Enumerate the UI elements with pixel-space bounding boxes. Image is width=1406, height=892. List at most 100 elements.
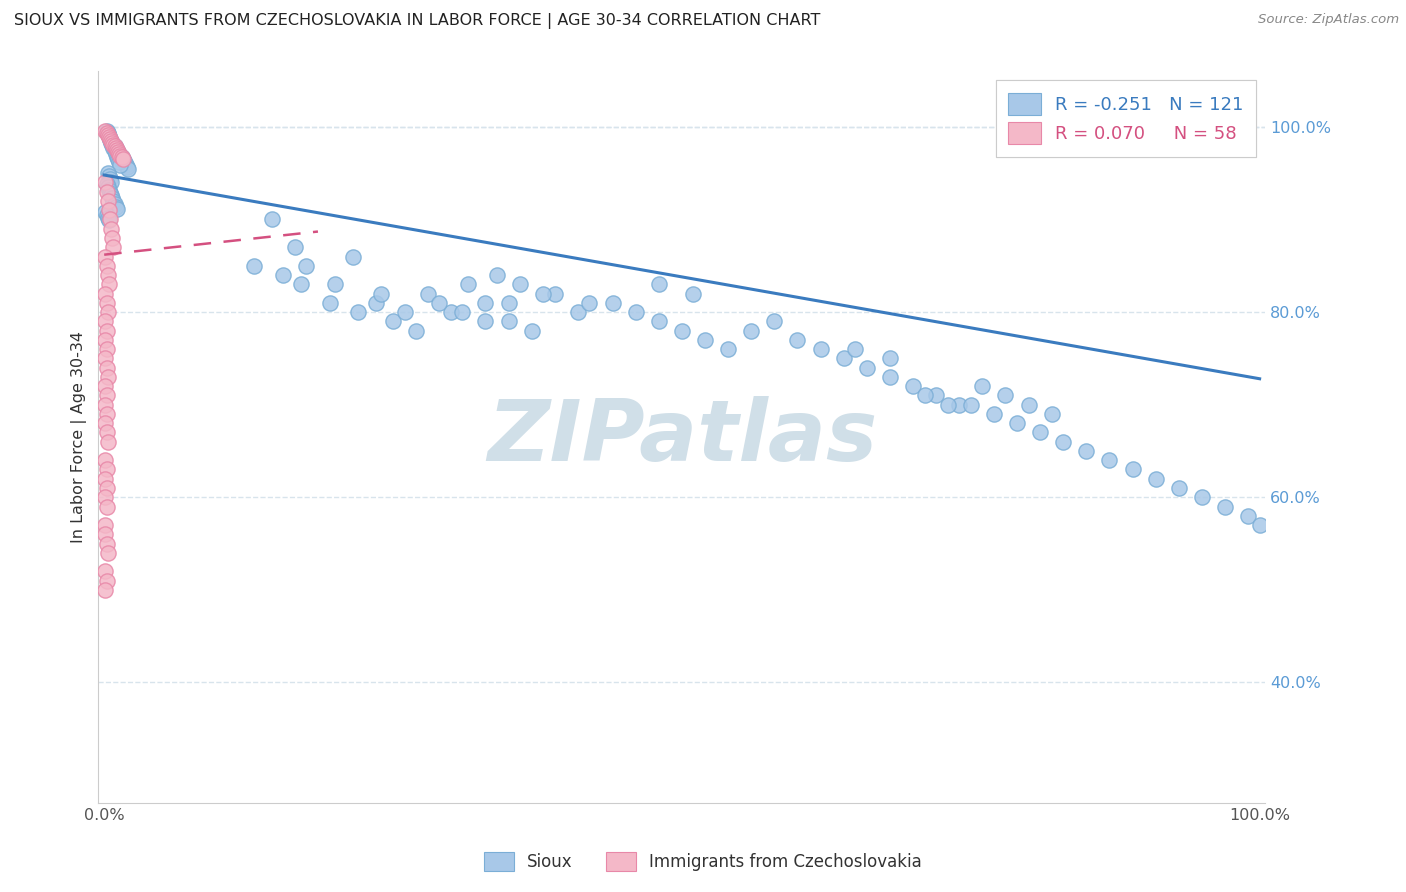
Point xyxy=(1237,508,1260,523)
Point xyxy=(364,295,387,310)
Point xyxy=(110,148,132,162)
Point xyxy=(994,388,1017,402)
Point xyxy=(1144,472,1167,486)
Point xyxy=(394,305,416,319)
Point xyxy=(578,295,600,310)
Point xyxy=(100,188,122,202)
Point xyxy=(105,143,128,157)
Point xyxy=(94,379,117,393)
Point xyxy=(97,370,120,384)
Text: ZIPatlas: ZIPatlas xyxy=(486,395,877,479)
Point xyxy=(97,203,120,218)
Point xyxy=(104,196,127,211)
Point xyxy=(1005,416,1028,430)
Point xyxy=(115,158,138,172)
Point xyxy=(104,139,127,153)
Point xyxy=(94,472,117,486)
Point xyxy=(693,333,716,347)
Point xyxy=(97,130,120,145)
Point xyxy=(451,305,474,319)
Point xyxy=(97,129,120,144)
Point xyxy=(498,314,520,328)
Point xyxy=(97,128,120,142)
Point xyxy=(925,388,948,402)
Point xyxy=(520,324,543,338)
Point xyxy=(914,388,936,402)
Point xyxy=(117,161,139,176)
Point xyxy=(936,398,959,412)
Point xyxy=(94,398,117,412)
Point xyxy=(347,305,370,319)
Point xyxy=(94,314,117,328)
Point xyxy=(101,136,124,150)
Legend: R = -0.251   N = 121, R = 0.070     N = 58: R = -0.251 N = 121, R = 0.070 N = 58 xyxy=(995,80,1257,157)
Point xyxy=(103,137,125,152)
Point xyxy=(97,166,120,180)
Point xyxy=(96,178,118,192)
Point xyxy=(96,500,118,514)
Point xyxy=(98,212,121,227)
Point xyxy=(108,146,131,161)
Point xyxy=(486,268,509,282)
Point xyxy=(1213,500,1236,514)
Point xyxy=(457,277,479,292)
Point xyxy=(94,416,117,430)
Point xyxy=(972,379,994,393)
Point xyxy=(97,180,120,194)
Point xyxy=(103,240,125,254)
Point xyxy=(96,259,118,273)
Point xyxy=(97,194,120,208)
Point xyxy=(105,202,128,217)
Point xyxy=(100,175,122,189)
Point xyxy=(98,132,121,146)
Point xyxy=(108,146,131,161)
Point xyxy=(97,277,120,292)
Point xyxy=(567,305,589,319)
Point xyxy=(96,462,118,476)
Point xyxy=(671,324,693,338)
Point xyxy=(97,169,120,183)
Point xyxy=(1249,518,1271,533)
Point xyxy=(104,144,127,158)
Point xyxy=(97,305,120,319)
Point xyxy=(104,146,127,161)
Point xyxy=(96,574,118,588)
Point xyxy=(97,268,120,282)
Point xyxy=(94,518,117,533)
Point xyxy=(405,324,427,338)
Point xyxy=(97,211,120,225)
Point xyxy=(101,231,124,245)
Point xyxy=(94,333,117,347)
Point xyxy=(427,295,450,310)
Point xyxy=(879,351,901,366)
Point xyxy=(382,314,405,328)
Point xyxy=(107,145,129,159)
Point xyxy=(342,250,364,264)
Point xyxy=(96,536,118,550)
Point xyxy=(271,268,294,282)
Point xyxy=(1098,453,1121,467)
Point xyxy=(105,143,128,157)
Point xyxy=(648,314,671,328)
Point xyxy=(100,134,122,148)
Point xyxy=(260,212,283,227)
Point xyxy=(97,434,120,449)
Point xyxy=(97,183,120,197)
Point xyxy=(295,259,318,273)
Point xyxy=(96,407,118,421)
Point xyxy=(100,136,122,150)
Point xyxy=(107,145,129,159)
Point xyxy=(96,342,118,356)
Point xyxy=(1018,398,1040,412)
Point xyxy=(96,481,118,495)
Point xyxy=(1121,462,1143,476)
Point xyxy=(112,154,135,169)
Point xyxy=(94,250,117,264)
Point xyxy=(98,132,121,146)
Point xyxy=(100,134,122,148)
Point xyxy=(111,153,134,167)
Point xyxy=(108,155,131,169)
Point xyxy=(94,286,117,301)
Point xyxy=(370,286,392,301)
Point xyxy=(1052,434,1074,449)
